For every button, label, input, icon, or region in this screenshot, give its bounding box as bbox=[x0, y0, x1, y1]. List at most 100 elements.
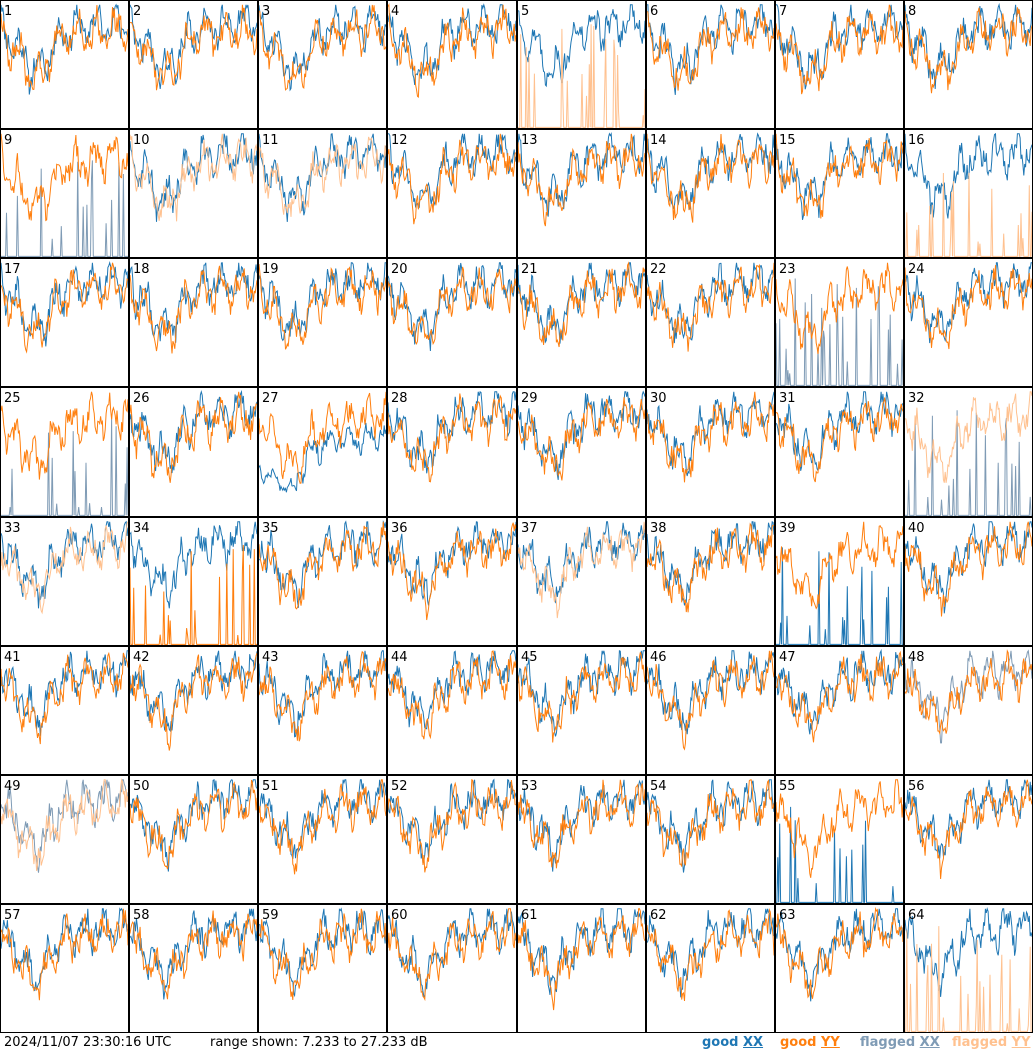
panel-border bbox=[258, 646, 387, 775]
panel-border bbox=[775, 129, 904, 258]
series-yy bbox=[646, 779, 775, 867]
series-yy bbox=[0, 133, 129, 222]
panel-label: 55 bbox=[779, 779, 796, 794]
series-xx bbox=[387, 908, 517, 999]
panel-border bbox=[258, 904, 387, 1033]
series-xx bbox=[387, 650, 517, 730]
panel-border bbox=[258, 0, 387, 129]
panel-53: 53 bbox=[517, 775, 646, 904]
series-yy bbox=[517, 133, 646, 227]
panel-label: 8 bbox=[908, 4, 916, 19]
panel-label: 50 bbox=[133, 779, 150, 794]
panel-border bbox=[0, 904, 129, 1033]
panel-label: 3 bbox=[262, 4, 270, 19]
panel-2: 2 bbox=[129, 0, 258, 129]
panel-border bbox=[775, 258, 904, 387]
panel-border bbox=[387, 0, 517, 129]
series-xx bbox=[258, 422, 387, 493]
panel-59: 59 bbox=[258, 904, 387, 1033]
panel-38: 38 bbox=[646, 517, 775, 646]
series-yy bbox=[517, 261, 646, 348]
series-yy bbox=[387, 650, 517, 740]
series-yy bbox=[775, 650, 904, 743]
panel-border bbox=[0, 129, 129, 258]
panel-label: 2 bbox=[133, 4, 141, 19]
panel-11: 11 bbox=[258, 129, 387, 258]
panel-51: 51 bbox=[258, 775, 387, 904]
series-yy bbox=[646, 262, 775, 352]
series-yy bbox=[517, 908, 646, 1011]
panel-1: 1 bbox=[0, 0, 129, 129]
panel-5: 5 bbox=[517, 0, 646, 129]
series-yy bbox=[387, 778, 517, 873]
panel-border bbox=[517, 387, 646, 517]
series-xx bbox=[776, 806, 903, 903]
series-yy bbox=[0, 778, 129, 871]
panel-border bbox=[387, 258, 517, 387]
panel-55: 55 bbox=[775, 775, 904, 904]
series-xx bbox=[646, 908, 775, 998]
series-xx bbox=[905, 410, 1032, 516]
panel-label: 44 bbox=[391, 650, 408, 665]
panel-border bbox=[387, 775, 517, 904]
panel-border bbox=[904, 387, 1033, 517]
panel-label: 30 bbox=[650, 391, 667, 406]
panel-border bbox=[129, 258, 258, 387]
panel-label: 57 bbox=[4, 908, 21, 923]
series-xx bbox=[0, 520, 129, 609]
series-xx bbox=[0, 779, 129, 873]
series-yy bbox=[517, 397, 646, 481]
panel-border bbox=[646, 517, 775, 646]
panel-border bbox=[387, 904, 517, 1033]
panel-label: 56 bbox=[908, 779, 925, 794]
panel-label: 41 bbox=[4, 650, 21, 665]
series-xx bbox=[775, 908, 904, 1002]
panel-13: 13 bbox=[517, 129, 646, 258]
panel-63: 63 bbox=[775, 904, 904, 1033]
panel-label: 28 bbox=[391, 391, 408, 406]
panel-45: 45 bbox=[517, 646, 646, 775]
panel-7: 7 bbox=[775, 0, 904, 129]
series-xx bbox=[646, 391, 775, 477]
panel-border bbox=[0, 0, 129, 129]
panel-label: 52 bbox=[391, 779, 408, 794]
series-yy bbox=[904, 7, 1033, 94]
series-xx bbox=[517, 779, 646, 872]
panel-border bbox=[129, 904, 258, 1033]
panel-56: 56 bbox=[904, 775, 1033, 904]
series-yy bbox=[387, 522, 517, 621]
series-xx bbox=[1, 160, 128, 257]
panel-44: 44 bbox=[387, 646, 517, 775]
series-yy bbox=[518, 24, 646, 128]
panel-border bbox=[775, 904, 904, 1033]
panel-border bbox=[646, 387, 775, 517]
series-xx bbox=[904, 906, 1033, 997]
series-xx bbox=[776, 547, 903, 645]
series-xx bbox=[129, 908, 258, 1000]
panel-52: 52 bbox=[387, 775, 517, 904]
panel-23: 23 bbox=[775, 258, 904, 387]
panel-label: 37 bbox=[521, 521, 538, 536]
series-xx bbox=[775, 133, 904, 221]
series-yy bbox=[775, 133, 904, 219]
legend-good-yy: good YY bbox=[780, 1035, 840, 1050]
panel-label: 5 bbox=[521, 4, 529, 19]
panel-22: 22 bbox=[646, 258, 775, 387]
panel-60: 60 bbox=[387, 904, 517, 1033]
panel-border bbox=[646, 775, 775, 904]
panel-label: 43 bbox=[262, 650, 279, 665]
panel-26: 26 bbox=[129, 387, 258, 517]
panel-border bbox=[0, 387, 129, 517]
series-yy bbox=[517, 521, 646, 619]
series-xx bbox=[387, 262, 517, 352]
panel-41: 41 bbox=[0, 646, 129, 775]
panel-label: 18 bbox=[133, 262, 150, 277]
panel-label: 42 bbox=[133, 650, 150, 665]
panel-25: 25 bbox=[0, 387, 129, 517]
panel-label: 23 bbox=[779, 262, 796, 277]
series-xx bbox=[129, 521, 258, 609]
panel-border bbox=[0, 775, 129, 904]
panel-label: 54 bbox=[650, 779, 667, 794]
legend-flagged-yy: flagged YY bbox=[952, 1035, 1031, 1050]
